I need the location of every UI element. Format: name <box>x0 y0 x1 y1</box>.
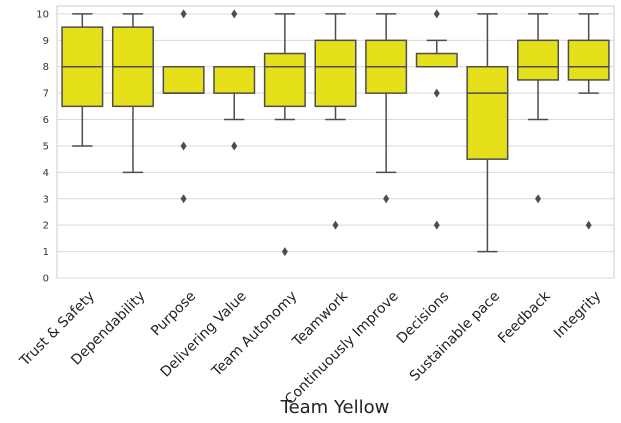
box-11 <box>567 13 610 230</box>
outlier-point-1 <box>231 9 238 19</box>
boxes <box>61 9 610 257</box>
iqr-box <box>415 52 458 68</box>
box-10 <box>517 13 560 204</box>
y-tick-0: 0 <box>43 274 49 285</box>
box-1 <box>61 13 104 147</box>
y-tick-3: 3 <box>43 194 49 205</box>
box-4 <box>213 9 256 151</box>
outlier-point-3 <box>180 194 187 204</box>
y-tick-9: 9 <box>43 36 49 47</box>
outlier-point-1 <box>332 220 339 230</box>
iqr-box <box>517 39 560 81</box>
iqr-box <box>466 65 509 160</box>
outlier-point-1 <box>383 194 390 204</box>
outlier-point-1 <box>433 9 440 19</box>
box-6 <box>314 13 357 230</box>
y-tick-labels: 0 1 2 3 4 5 6 7 8 9 10 <box>36 9 49 284</box>
box-2 <box>111 13 154 174</box>
y-tick-10: 10 <box>36 9 49 20</box>
box-5 <box>263 13 306 257</box>
y-tick-8: 8 <box>43 62 49 73</box>
x-tick-4: Delivering Value <box>158 288 250 380</box>
box-9 <box>466 13 509 253</box>
x-tick-5: Team Autonomy <box>208 288 300 380</box>
outlier-point-1 <box>281 247 288 257</box>
x-tick-11: Integrity <box>551 288 604 341</box>
box-7 <box>365 13 408 204</box>
y-tick-2: 2 <box>43 221 49 232</box>
iqr-box <box>567 39 610 81</box>
y-tick-5: 5 <box>43 141 49 152</box>
outlier-point-3 <box>433 220 440 230</box>
outlier-point-2 <box>180 141 187 151</box>
iqr-box <box>213 65 256 94</box>
x-tick-10: Feedback <box>495 288 554 347</box>
y-tick-4: 4 <box>43 168 49 179</box>
outlier-point-1 <box>535 194 542 204</box>
y-tick-7: 7 <box>43 89 49 100</box>
outlier-point-1 <box>585 220 592 230</box>
y-tick-6: 6 <box>43 115 49 126</box>
iqr-box <box>314 39 357 108</box>
y-tick-1: 1 <box>43 247 49 258</box>
iqr-box <box>162 65 205 94</box>
x-tick-9: Sustainable pace <box>407 288 503 384</box>
outlier-point-1 <box>180 9 187 19</box>
box-8 <box>415 9 458 230</box>
outlier-point-2 <box>433 88 440 98</box>
outlier-point-2 <box>231 141 238 151</box>
x-axis-label: Team Yellow <box>280 397 390 418</box>
x-tick-3: Purpose <box>148 288 199 339</box>
box-3 <box>162 9 205 204</box>
iqr-box <box>263 52 306 108</box>
